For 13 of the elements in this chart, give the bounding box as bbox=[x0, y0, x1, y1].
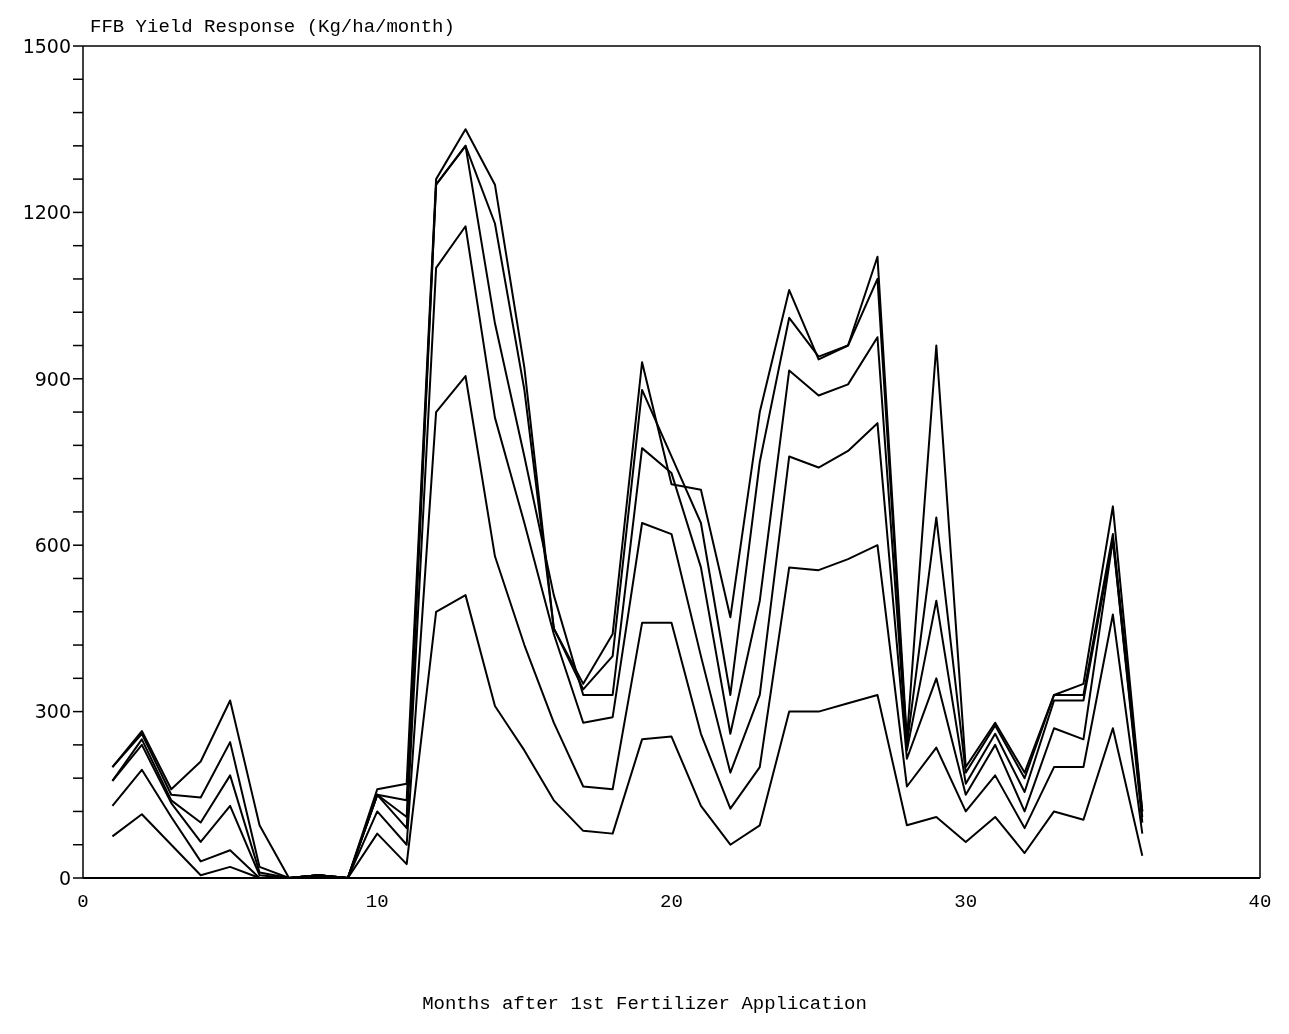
x-tick-label: 40 bbox=[1248, 891, 1272, 914]
y-tick-label: 900 bbox=[34, 367, 71, 390]
x-tick-label: 30 bbox=[954, 891, 978, 914]
y-tick-label: 300 bbox=[34, 700, 71, 723]
x-tick-label: 20 bbox=[660, 891, 683, 914]
x-tick-label: 10 bbox=[365, 891, 389, 914]
y-tick-label: 1500 bbox=[22, 34, 71, 57]
y-tick-label: 600 bbox=[34, 533, 71, 556]
y-tick-label: 1200 bbox=[22, 201, 71, 224]
y-axis-title: FFB Yield Response (Kg/ha/month) bbox=[90, 16, 455, 38]
x-axis-title: Months after 1st Fertilizer Application bbox=[421, 993, 868, 1015]
x-tick-label: 0 bbox=[77, 891, 89, 914]
y-tick-label: 0 bbox=[58, 866, 71, 889]
